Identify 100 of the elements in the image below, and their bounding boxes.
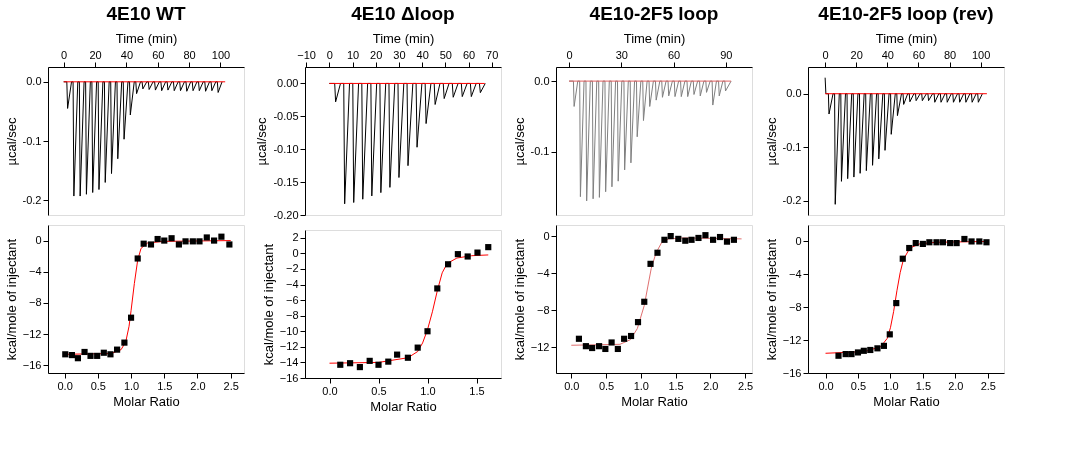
y-tick-label: -0.15: [273, 175, 299, 188]
x-tick-label: 1.0: [420, 384, 436, 397]
point: [899, 255, 906, 262]
y-tick-label: −4: [788, 267, 802, 280]
x-tick-label: 2.0: [703, 379, 719, 392]
y-axis-title: kcal/mole of injectant: [260, 243, 276, 366]
point: [424, 328, 431, 335]
line-series: [824, 77, 983, 205]
point: [647, 260, 654, 267]
point: [983, 239, 990, 246]
point: [454, 251, 461, 258]
x-tick-label: 80: [183, 48, 196, 61]
y-tick-label: −16: [22, 358, 42, 371]
point: [912, 240, 919, 247]
point: [337, 361, 344, 368]
point: [74, 355, 81, 362]
x-tick-label: 60: [667, 48, 681, 61]
point: [161, 237, 168, 244]
point: [880, 342, 888, 349]
y-tick-label: 0.0: [26, 75, 42, 88]
point: [835, 352, 842, 359]
point: [661, 236, 668, 243]
point: [147, 241, 155, 248]
x-tick-label: 0: [326, 48, 333, 61]
x-tick-label: 70: [486, 48, 499, 61]
y-tick-label: −16: [782, 366, 802, 379]
point: [211, 237, 218, 244]
point: [445, 261, 452, 268]
x-tick-label: 40: [120, 48, 134, 61]
x-tick-label: 10: [346, 48, 360, 61]
x-tick-label: 1.0: [633, 379, 649, 392]
point: [874, 345, 881, 352]
point: [730, 236, 738, 243]
point: [485, 244, 492, 251]
x-tick-label: 1.0: [883, 379, 899, 392]
x-tick-label: 60: [912, 48, 926, 61]
point: [589, 344, 596, 352]
point: [695, 234, 702, 242]
x-tick-label: 40: [416, 48, 429, 61]
point: [860, 347, 867, 354]
point: [81, 348, 88, 356]
point: [189, 238, 196, 245]
point: [634, 319, 642, 326]
point: [947, 240, 954, 247]
point: [114, 346, 121, 353]
y-tick-label: −14: [279, 355, 299, 368]
point: [226, 241, 233, 248]
x-tick-label: 20: [850, 48, 863, 61]
y-tick-label: -0.1: [530, 145, 550, 158]
x-tick-label: 0: [822, 48, 829, 61]
point: [906, 244, 913, 252]
point: [582, 343, 589, 350]
chart-title: 4E10-2F5 loop: [589, 3, 719, 24]
point: [968, 238, 975, 245]
x-axis-title: Time (min): [623, 30, 686, 46]
y-tick-label: −8: [28, 296, 42, 309]
y-tick-label: 0.00: [277, 76, 299, 89]
point: [464, 253, 471, 260]
x-tick-label: 2.5: [980, 379, 996, 392]
point: [848, 351, 855, 358]
chart-title: 4E10-2F5 loop (rev): [818, 3, 994, 24]
point: [926, 239, 933, 246]
point: [434, 285, 441, 292]
x-tick-label: 80: [943, 48, 957, 61]
point: [121, 339, 128, 346]
y-axis-title: µcal/sec: [3, 117, 19, 166]
x-tick-label: 40: [881, 48, 894, 61]
y-tick-label: 0: [543, 229, 550, 242]
x-tick-label: 100: [971, 48, 991, 61]
y-axis-title: kcal/mole of injectant: [763, 238, 779, 361]
x-tick-label: 20: [89, 48, 102, 61]
y-tick-label: −16: [279, 371, 299, 384]
y-tick-label: 0.0: [534, 74, 550, 87]
point: [933, 239, 940, 246]
point: [100, 349, 107, 356]
x-tick-label: 1.5: [668, 379, 684, 392]
y-axis-title: µcal/sec: [254, 117, 270, 166]
y-tick-label: −12: [530, 340, 550, 353]
x-tick-label: 2.5: [223, 379, 239, 392]
y-tick-label: −2: [285, 262, 299, 275]
point: [366, 357, 373, 364]
point: [474, 249, 481, 256]
point: [175, 241, 182, 248]
point: [182, 238, 189, 245]
point: [134, 255, 141, 262]
x-tick-label: 0.0: [818, 379, 834, 392]
y-tick-label: 0.0: [786, 87, 802, 100]
x-tick-label: 0: [566, 48, 573, 61]
point: [702, 232, 709, 239]
point: [218, 233, 225, 240]
x-tick-label: 0.0: [564, 379, 580, 392]
point: [854, 349, 862, 356]
x-tick-label: 30: [393, 48, 406, 61]
point: [667, 233, 674, 240]
point: [596, 343, 603, 350]
x-axis-title: Time (min): [115, 30, 178, 46]
point: [404, 354, 411, 361]
y-tick-label: −8: [285, 309, 299, 322]
point: [375, 361, 382, 368]
point: [893, 300, 900, 307]
